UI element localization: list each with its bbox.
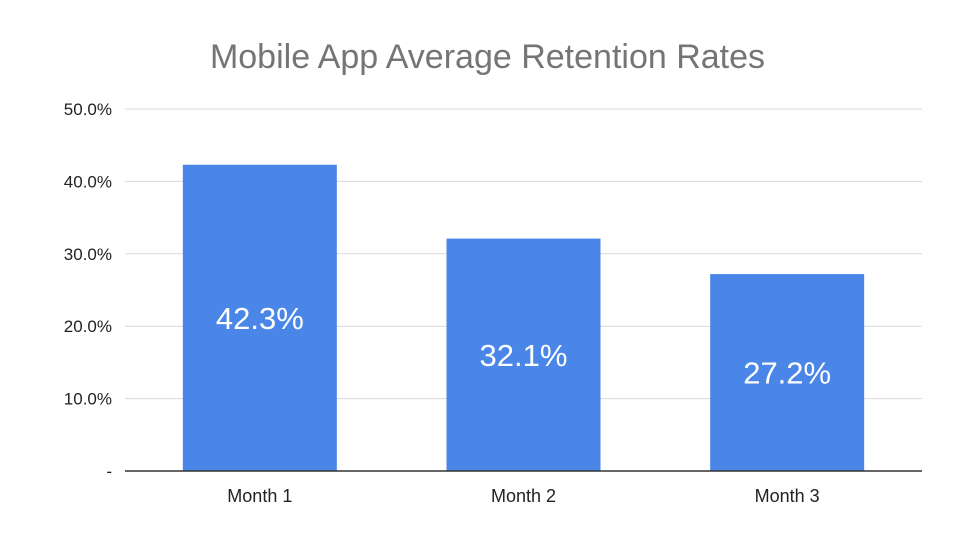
y-tick-label: 40.0% bbox=[64, 172, 112, 191]
bar bbox=[446, 238, 601, 471]
y-tick-label: 50.0% bbox=[64, 100, 112, 119]
x-tick-label: Month 1 bbox=[227, 486, 292, 506]
data-label: 27.2% bbox=[743, 356, 831, 391]
data-label: 42.3% bbox=[216, 301, 304, 336]
x-tick-label: Month 2 bbox=[491, 486, 556, 506]
bar bbox=[710, 274, 865, 471]
y-tick-label: 30.0% bbox=[64, 245, 112, 264]
y-tick-label: - bbox=[106, 462, 112, 481]
data-label: 32.1% bbox=[480, 338, 568, 373]
y-tick-label: 20.0% bbox=[64, 317, 112, 336]
chart-title: Mobile App Average Retention Rates bbox=[209, 38, 766, 76]
bar bbox=[182, 164, 337, 472]
x-tick-label: Month 3 bbox=[755, 486, 820, 506]
y-tick-label: 10.0% bbox=[64, 390, 112, 409]
